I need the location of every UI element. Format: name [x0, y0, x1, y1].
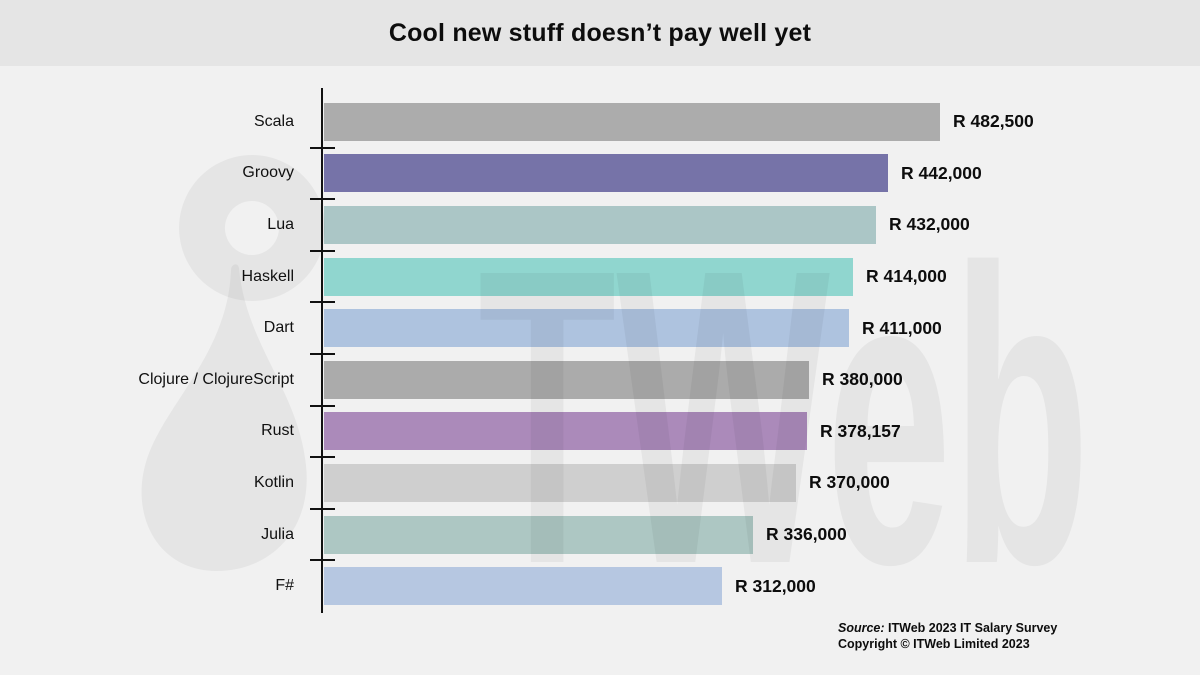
bar: [324, 360, 809, 399]
source-line: Source: ITWeb 2023 IT Salary Survey: [838, 620, 1057, 636]
bar-row: Lua R 432,000: [0, 199, 1200, 251]
source-label: Source:: [838, 621, 885, 635]
axis-tick-mark: [310, 301, 335, 304]
bar-row: Julia R 336,000: [0, 509, 1200, 561]
axis-tick-mark: [310, 404, 335, 407]
bar-track: R 336,000: [308, 509, 1200, 561]
category-label: F#: [275, 577, 294, 595]
source-note: Source: ITWeb 2023 IT Salary Survey Copy…: [838, 620, 1057, 653]
bar-track: R 411,000: [308, 302, 1200, 354]
category-label: Scala: [253, 112, 294, 130]
page-title: Cool new stuff doesn’t pay well yet: [388, 18, 812, 47]
value-label: R 414,000: [866, 266, 947, 287]
axis-tick-mark: [310, 456, 335, 459]
bar: [324, 205, 876, 244]
bar-row: Scala R 482,500: [0, 96, 1200, 148]
value-label: R 482,500: [953, 111, 1034, 132]
category-label: Julia: [261, 525, 294, 543]
value-label: R 370,000: [809, 472, 890, 493]
bar-row: Haskell R 414,000: [0, 251, 1200, 303]
category-label: Groovy: [242, 164, 294, 182]
bar-track: R 442,000: [308, 148, 1200, 200]
bar-track: R 482,500: [308, 96, 1200, 148]
axis-tick-mark: [310, 249, 335, 252]
bar: [324, 515, 753, 554]
value-label: R 378,157: [820, 420, 901, 441]
bar: [324, 154, 888, 193]
bar-row: Clojure / ClojureScript R 380,000: [0, 354, 1200, 406]
value-label: R 411,000: [862, 317, 942, 338]
value-label: R 380,000: [822, 369, 903, 390]
category-label: Clojure / ClojureScript: [138, 370, 294, 388]
header-band: Cool new stuff doesn’t pay well yet: [0, 0, 1200, 66]
bar-track: R 432,000: [308, 199, 1200, 251]
axis-tick-mark: [310, 146, 335, 149]
value-label: R 432,000: [889, 214, 970, 235]
bar: [324, 102, 940, 141]
bar-row: Dart R 411,000: [0, 302, 1200, 354]
axis-tick-mark: [310, 353, 335, 355]
category-label: Haskell: [241, 267, 294, 285]
bar: [324, 463, 796, 502]
bar: [324, 412, 807, 451]
category-label: Rust: [261, 422, 294, 440]
source-text: ITWeb 2023 IT Salary Survey: [884, 621, 1058, 635]
bar-row: Groovy R 442,000: [0, 148, 1200, 200]
axis-tick-mark: [310, 507, 335, 510]
bar-track: R 312,000: [308, 560, 1200, 612]
bar-row: Rust R 378,157: [0, 406, 1200, 458]
value-label: R 442,000: [901, 162, 982, 183]
bar-track: R 414,000: [308, 251, 1200, 303]
value-label: R 336,000: [766, 524, 847, 545]
value-label: R 312,000: [735, 575, 816, 596]
bar-track: R 378,157: [308, 406, 1200, 458]
bar-row: Kotlin R 370,000: [0, 457, 1200, 509]
bar-track: R 370,000: [308, 457, 1200, 509]
category-label: Kotlin: [253, 473, 294, 491]
bar: [324, 309, 849, 348]
axis-tick-mark: [310, 559, 335, 562]
category-label: Dart: [263, 319, 294, 337]
copyright-text: Copyright © ITWeb Limited 2023: [838, 637, 1030, 652]
axis-tick-mark: [310, 198, 335, 201]
bar: [324, 257, 853, 296]
y-axis-line: [321, 88, 323, 613]
category-label: Lua: [267, 215, 294, 233]
bar: [324, 567, 722, 606]
bar-track: R 380,000: [308, 354, 1200, 406]
bar-row: F# R 312,000: [0, 560, 1200, 612]
